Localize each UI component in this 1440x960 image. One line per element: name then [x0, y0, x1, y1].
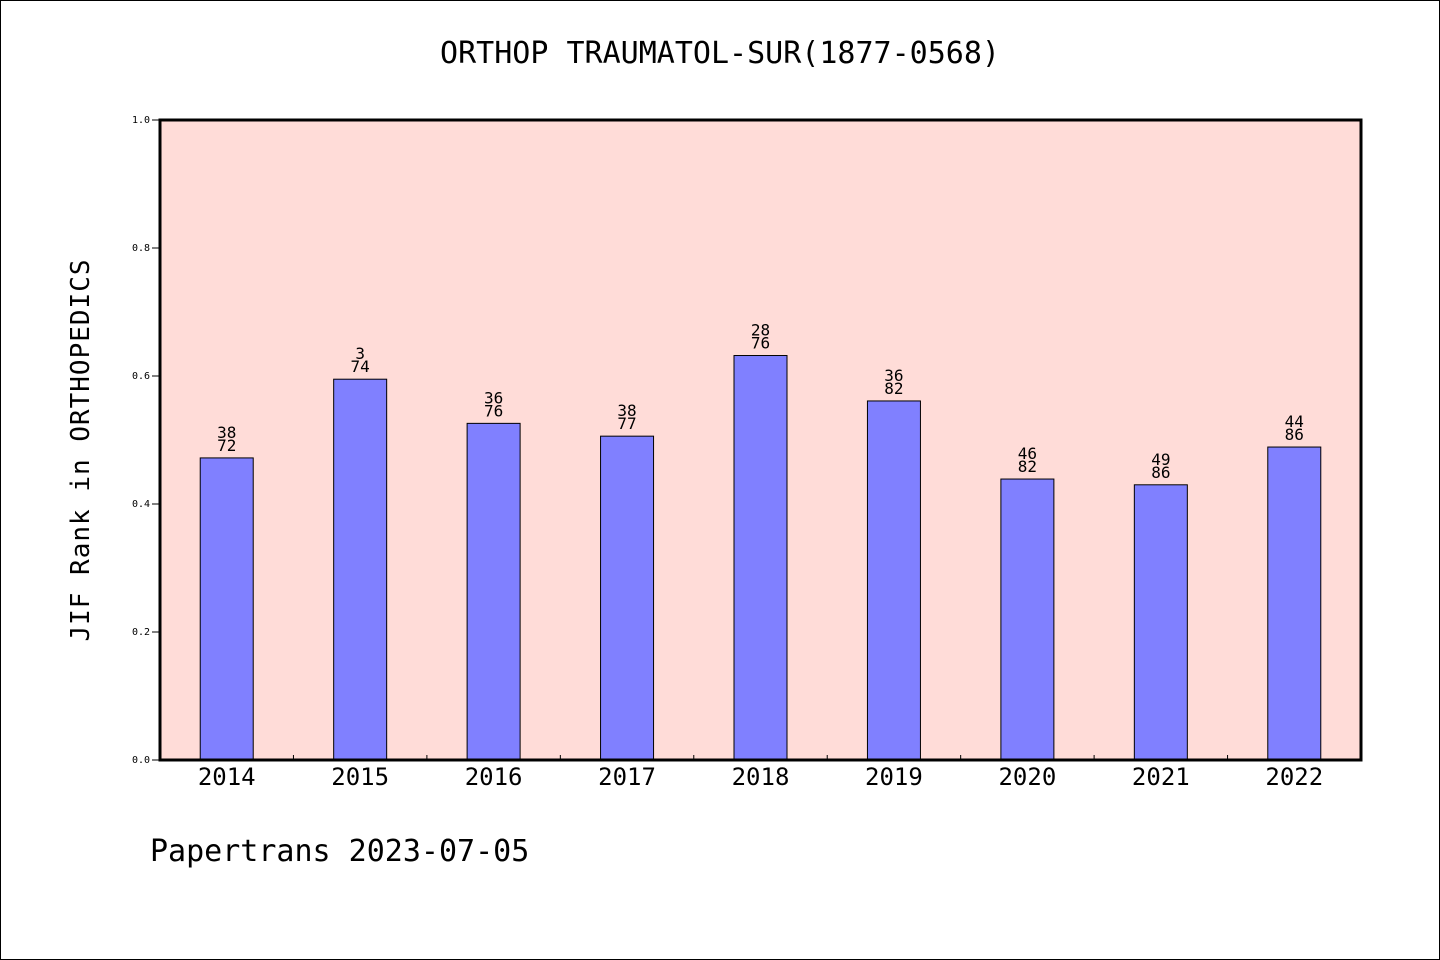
x-tick-label-2018: 2018: [732, 763, 790, 791]
plot-area-border: [158, 118, 1363, 762]
bar-label-top-2022: 44: [1285, 412, 1304, 431]
bar-label-top-2018: 28: [751, 321, 770, 340]
bar-2022: [1267, 446, 1322, 761]
x-tick-label-2016: 2016: [465, 763, 523, 791]
y-axis: 0.0 0.2 0.4 0.6 0.8 1.0: [132, 115, 160, 766]
bar-label-bottom-2014: 72: [217, 436, 236, 455]
bar-label-top-2014: 38: [217, 423, 236, 442]
chart-title: ORTHOP TRAUMATOL-SUR(1877-0568): [440, 36, 1000, 71]
y-tick-label: 0.0: [132, 755, 150, 766]
bar-2014: [199, 457, 254, 761]
bar-2018: [733, 355, 788, 761]
bar-label-bottom-2015: 74: [351, 357, 370, 376]
y-tick-label: 1.0: [132, 115, 150, 126]
bar-label-bottom-2018: 76: [751, 334, 770, 353]
bar-2020: [1000, 478, 1055, 761]
bar-label-bottom-2020: 82: [1018, 457, 1037, 476]
bar-2016: [466, 422, 521, 761]
y-tick-label: 0.4: [132, 499, 150, 510]
bar-label-top-2019: 36: [884, 366, 903, 385]
bar-2015: [333, 378, 388, 761]
x-tick-label-2020: 2020: [998, 763, 1056, 791]
bar-2019: [866, 400, 921, 761]
bar-label-bottom-2019: 82: [884, 379, 903, 398]
x-axis: 2014 2015 2016 2017 2018 2019 2020 2021 2022: [198, 755, 1323, 791]
bar-label-top-2015: 3: [355, 344, 365, 363]
bar-2017: [600, 435, 655, 761]
x-tick-label-2021: 2021: [1132, 763, 1190, 791]
footer-stamp: Papertrans 2023-07-05: [150, 834, 530, 869]
bar-label-bottom-2017: 77: [617, 414, 636, 433]
x-tick-label-2015: 2015: [331, 763, 389, 791]
bar-label-top-2016: 36: [484, 388, 503, 407]
bar-label-top-2017: 38: [617, 401, 636, 420]
y-tick-label: 0.2: [132, 627, 150, 638]
x-tick-label-2017: 2017: [598, 763, 656, 791]
y-tick-label: 0.8: [132, 243, 150, 254]
bars-layer: [199, 355, 1322, 761]
bar-label-top-2020: 46: [1018, 444, 1037, 463]
x-tick-label-2019: 2019: [865, 763, 923, 791]
x-tick-label-2014: 2014: [198, 763, 256, 791]
bar-label-top-2021: 49: [1151, 450, 1170, 469]
bar-label-bottom-2016: 76: [484, 401, 503, 420]
bar-label-bottom-2021: 86: [1151, 463, 1170, 482]
bar-2021: [1133, 484, 1188, 761]
y-tick-label: 0.6: [132, 371, 150, 382]
bar-label-bottom-2022: 86: [1285, 425, 1304, 444]
x-tick-label-2022: 2022: [1265, 763, 1323, 791]
